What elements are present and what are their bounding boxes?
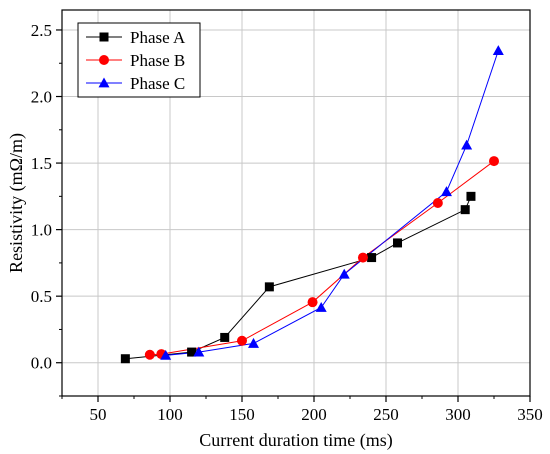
x-tick-label: 100	[157, 405, 183, 424]
phase-a-point	[466, 191, 476, 201]
phase-c-point	[492, 45, 504, 55]
x-tick-label: 250	[373, 405, 399, 424]
y-tick-label: 0.5	[31, 287, 52, 306]
x-tick-label: 350	[517, 405, 543, 424]
phase-b-point	[432, 198, 443, 208]
phase-b-point	[357, 252, 368, 263]
y-tick-label: 1.5	[31, 154, 52, 173]
x-axis-title: Current duration time (ms)	[199, 430, 392, 451]
legend-marker-phase-a	[99, 32, 109, 42]
x-tick-label: 300	[445, 405, 471, 424]
phase-c-point	[315, 301, 327, 312]
phase-c-point	[461, 139, 473, 150]
phase-a-point	[367, 253, 377, 263]
plot-frame	[61, 9, 531, 397]
legend-label-phase-a: Phase A	[130, 28, 186, 47]
x-tick-label: 150	[229, 405, 255, 424]
phase-b-line	[149, 160, 495, 356]
phase-c-point	[160, 349, 172, 360]
x-tick-label: 50	[90, 405, 107, 424]
y-tick-label: 2.5	[31, 21, 52, 40]
legend-marker-phase-b	[99, 55, 109, 65]
legend-label-phase-c: Phase C	[130, 74, 185, 93]
phase-a-point	[264, 282, 274, 292]
y-tick-label: 1.0	[31, 221, 52, 240]
series-markers	[120, 45, 504, 364]
y-tick-label: 0.0	[31, 354, 52, 373]
legend: Phase A Phase B Phase C	[77, 22, 201, 98]
x-axis: 50 100 150 200 250 300 350	[61, 396, 543, 424]
y-axis-title: Resistivity (mΩ/m)	[6, 133, 27, 273]
phase-b-point	[489, 156, 499, 167]
x-tick-label: 200	[301, 405, 327, 424]
phase-b-point	[237, 335, 247, 346]
phase-a-point	[460, 205, 470, 215]
phase-c-point	[248, 337, 260, 348]
phase-a-point	[120, 354, 130, 364]
phase-c-point	[440, 186, 452, 197]
y-tick-label: 2.0	[31, 88, 52, 107]
y-axis: 0.0 0.5 1.0 1.5 2.0 2.5	[31, 21, 62, 397]
phase-c-line	[165, 50, 499, 356]
phase-b-point	[307, 297, 318, 308]
phase-c-point	[338, 268, 350, 279]
phase-b-point	[144, 349, 155, 360]
phase-c-point	[193, 346, 205, 357]
legend-label-phase-b: Phase B	[130, 51, 185, 70]
phase-a-point	[187, 347, 197, 357]
phase-a-point	[220, 332, 230, 342]
legend-marker-phase-c	[98, 77, 110, 88]
phase-a-point	[393, 238, 403, 248]
phase-a-line	[125, 196, 472, 360]
